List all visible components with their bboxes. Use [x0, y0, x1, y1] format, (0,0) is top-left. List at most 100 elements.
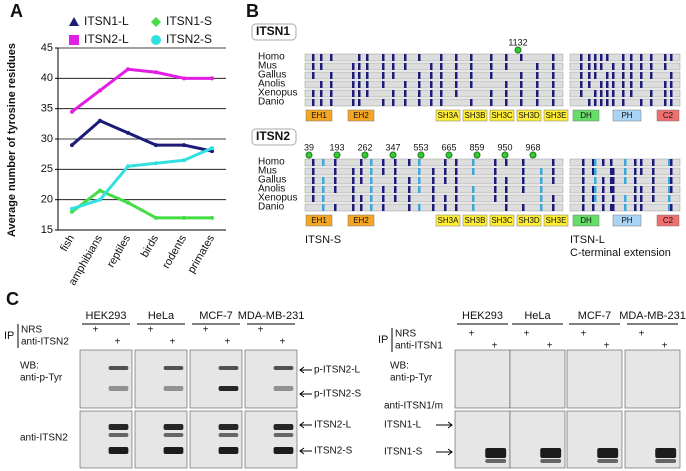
tyrosine-mark [520, 99, 523, 106]
arrow [436, 448, 453, 456]
tyrosine-mark [600, 63, 603, 70]
arrow [436, 421, 453, 429]
data-point [182, 215, 186, 220]
data-point [154, 161, 158, 166]
wb-label: anti-p-Tyr [20, 373, 63, 384]
tyrosine-mark [600, 54, 603, 61]
tyrosine-mark [490, 54, 493, 61]
band [540, 448, 562, 458]
tyrosine-mark [470, 63, 473, 70]
blot-ptyr [244, 349, 298, 409]
series-line [71, 119, 213, 153]
domain-label: SH3A [438, 216, 460, 225]
tyrosine-mark [505, 204, 508, 211]
site-number: 859 [469, 142, 484, 152]
tyrosine-mark [472, 204, 475, 211]
tyrosine-mark [494, 195, 497, 202]
domain-box [572, 109, 600, 122]
tyrosine-mark [582, 195, 585, 202]
tyrosine-mark [404, 54, 407, 61]
tyrosine-mark [352, 81, 355, 88]
ip-row-label: NRS [395, 329, 416, 340]
tyrosine-mark [382, 159, 385, 166]
y-tick-label: 45 [41, 42, 53, 54]
tyrosine-mark [408, 204, 411, 211]
tyrosine-mark [640, 195, 643, 202]
phospho-site [361, 151, 369, 159]
sequence-bar [304, 89, 564, 98]
tyrosine-mark [370, 159, 373, 166]
series-line [71, 67, 212, 113]
tyrosine-mark [440, 54, 443, 61]
tyrosine-mark [602, 159, 605, 166]
tyrosine-mark [358, 72, 361, 79]
x-tick-label: rodents [160, 233, 189, 271]
tyrosine-mark [440, 81, 443, 88]
tyrosine-mark [430, 81, 433, 88]
tyrosine-mark [370, 195, 373, 202]
sequence-bar [304, 80, 564, 89]
cell-line-label: HEK293 [86, 310, 127, 322]
tyrosine-mark [650, 63, 653, 70]
tyrosine-mark [600, 90, 603, 97]
blot-total [189, 410, 243, 469]
band [273, 433, 294, 437]
tyrosine-mark [594, 63, 597, 70]
tyrosine-mark [312, 63, 315, 70]
tyrosine-mark [668, 186, 671, 193]
wb-label: WB: [390, 361, 409, 372]
x-tick-label: reptiles [105, 233, 133, 270]
tyrosine-mark [520, 81, 523, 88]
sequence-bar [569, 62, 681, 71]
tyrosine-mark [652, 168, 655, 175]
tyrosine-mark [430, 72, 433, 79]
tyrosine-mark [594, 159, 597, 166]
legend-label: ITSN1-L [84, 14, 129, 28]
tyrosine-mark [670, 177, 673, 184]
tyrosine-mark [440, 90, 443, 97]
tyrosine-mark [552, 90, 555, 97]
tyrosine-mark [404, 90, 407, 97]
tyrosine-mark [322, 195, 325, 202]
tyrosine-mark [352, 195, 355, 202]
tyrosine-mark [455, 72, 458, 79]
tyrosine-mark [444, 177, 447, 184]
tyrosine-mark [505, 99, 508, 106]
band [218, 447, 239, 454]
tyrosine-mark [588, 99, 591, 106]
data-point [98, 197, 102, 202]
tyrosine-mark [588, 54, 591, 61]
ip-row-label: NRS [21, 325, 42, 336]
blot-ptyr [189, 349, 243, 409]
site-number: 347 [385, 142, 400, 152]
plus-sign: + [148, 325, 154, 336]
phospho-site [389, 151, 397, 159]
tyrosine-mark [670, 90, 673, 97]
tyrosine-mark [588, 63, 591, 70]
ip-label: IP [4, 330, 14, 342]
band [163, 386, 184, 391]
tyrosine-mark [552, 177, 555, 184]
blot-ptyr [624, 349, 681, 409]
tyrosine-mark [382, 81, 385, 88]
tyrosine-mark [505, 159, 508, 166]
band [485, 459, 507, 463]
tyrosine-mark [382, 168, 385, 175]
tyrosine-mark [622, 90, 625, 97]
plus-sign: + [93, 325, 99, 336]
region-label: ITSN-S [305, 234, 341, 246]
tyrosine-mark [552, 63, 555, 70]
tyrosine-mark [418, 168, 421, 175]
plus-sign: + [280, 337, 286, 348]
tyrosine-mark [334, 159, 337, 166]
tyrosine-mark [670, 159, 673, 166]
tyrosine-mark [418, 90, 421, 97]
legend-label: ITSN1-S [166, 14, 212, 28]
arrow [299, 366, 312, 374]
tyrosine-mark [404, 63, 407, 70]
sequence-bar [569, 89, 681, 98]
site-number: 950 [497, 142, 512, 152]
tyrosine-mark [630, 72, 633, 79]
data-point [70, 109, 74, 114]
tyrosine-mark [592, 204, 595, 211]
